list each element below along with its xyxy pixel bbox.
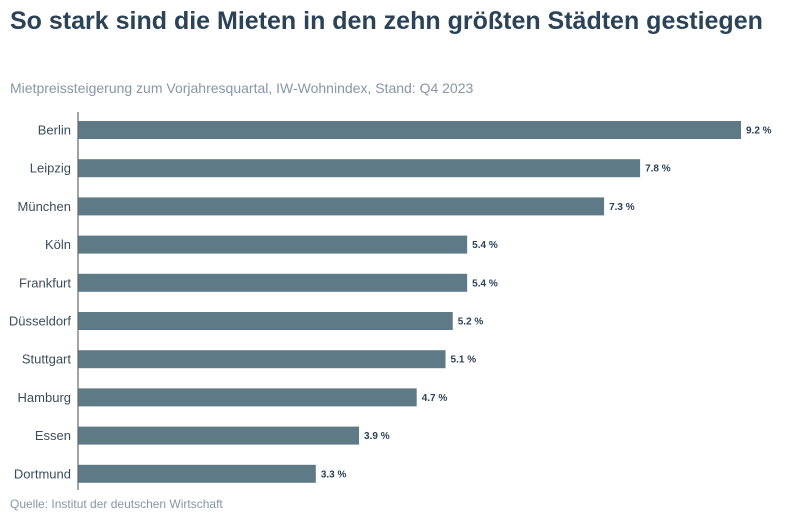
category-label: Düsseldorf: [9, 314, 72, 329]
bar-4: [78, 273, 468, 292]
bar-9: [78, 464, 316, 483]
category-label: Leipzig: [30, 161, 71, 176]
chart-title: So stark sind die Mieten in den zehn grö…: [10, 7, 763, 35]
bar-0: [78, 121, 741, 139]
value-label: 5.4 %: [472, 240, 498, 251]
category-label: Köln: [45, 237, 71, 252]
value-label: 4.7 %: [422, 393, 448, 404]
value-label: 5.4 %: [472, 278, 498, 289]
value-label: 3.9 %: [364, 431, 390, 442]
chart-subtitle: Mietpreissteigerung zum Vorjahresquartal…: [10, 80, 474, 96]
bar-5: [78, 312, 453, 330]
category-label: Frankfurt: [19, 275, 71, 290]
category-label: Essen: [35, 428, 71, 443]
bar-6: [78, 350, 446, 369]
bar-1: [78, 159, 641, 178]
bar-2: [78, 197, 605, 216]
bar-8: [78, 426, 360, 445]
category-label: Hamburg: [18, 390, 71, 405]
category-label: Stuttgart: [22, 352, 72, 367]
value-label: 9.2 %: [746, 126, 772, 137]
bar-7: [78, 388, 417, 407]
value-label: 7.3 %: [609, 202, 635, 213]
source-note: Quelle: Institut der deutschen Wirtschaf…: [10, 497, 223, 511]
value-label: 3.3 %: [321, 469, 347, 480]
category-label: Berlin: [38, 123, 71, 138]
category-label: Dortmund: [14, 466, 71, 481]
value-label: 5.2 %: [458, 317, 484, 328]
value-label: 7.8 %: [645, 164, 671, 175]
value-label: 5.1 %: [451, 355, 477, 366]
bar-3: [78, 235, 468, 254]
category-label: München: [18, 199, 71, 214]
